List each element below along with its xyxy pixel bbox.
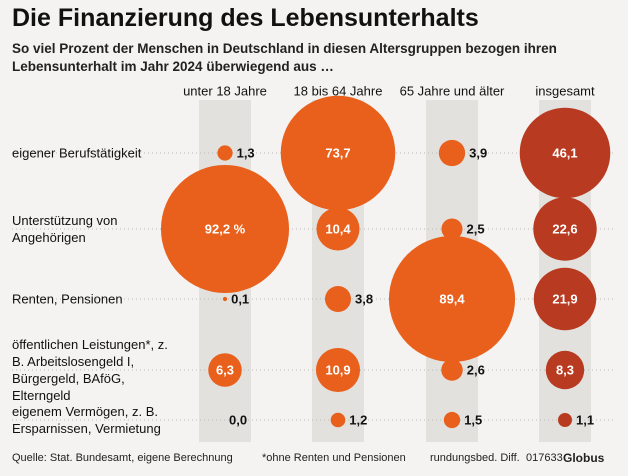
value-label: 3,8 <box>355 291 373 306</box>
row-label: öffentlichen Leistungen*, z. B. Arbeitsl… <box>12 337 168 403</box>
value-label: 1,3 <box>237 145 255 160</box>
value-label: 0,0 <box>229 412 247 427</box>
bubble <box>316 207 360 251</box>
value-label: 92,2 % <box>205 221 246 236</box>
chart-subtitle: So viel Prozent der Menschen in Deutschl… <box>12 41 557 74</box>
bubble <box>545 350 585 390</box>
value-label: 46,1 <box>552 145 577 160</box>
bubble <box>208 353 242 387</box>
column-header: 65 Jahre und älter <box>400 83 505 98</box>
value-label: 3,9 <box>469 145 487 160</box>
column-header: unter 18 Jahre <box>183 83 267 98</box>
bubble <box>330 412 346 428</box>
bubble <box>217 145 233 161</box>
footnote: *ohne Renten und Pensionen <box>262 452 406 464</box>
bubble <box>533 197 597 261</box>
column-header: 18 bis 64 Jahre <box>294 83 383 98</box>
bubble <box>388 235 516 363</box>
value-label: 1,1 <box>576 412 594 427</box>
column-header: insgesamt <box>535 83 595 98</box>
brand: Globus <box>563 451 605 465</box>
value-label: 2,5 <box>467 221 485 236</box>
bubble <box>441 218 463 240</box>
bubble <box>441 359 463 381</box>
value-label: 22,6 <box>552 221 577 236</box>
row-label: Renten, Pensionen <box>12 291 123 307</box>
chart-title: Die Finanzierung des Lebensunterhalts <box>12 4 479 32</box>
rounding-note: rundungsbed. Diff. <box>430 452 520 464</box>
value-label: 21,9 <box>552 291 577 306</box>
value-label: 73,7 <box>325 145 350 160</box>
value-label: 8,3 <box>556 362 574 377</box>
value-label: 0,1 <box>231 291 249 306</box>
bubble <box>222 296 228 302</box>
bubble <box>315 347 361 393</box>
value-label: 10,9 <box>325 362 350 377</box>
row-label: Unterstützung von Angehörigen <box>12 213 118 245</box>
code: 017633 <box>526 452 563 464</box>
value-label: 6,3 <box>216 362 234 377</box>
bubble <box>324 285 352 313</box>
bubble <box>519 107 611 199</box>
value-label: 2,6 <box>467 362 485 377</box>
bubble <box>443 411 461 429</box>
value-label: 1,5 <box>464 412 482 427</box>
source: Quelle: Stat. Bundesamt, eigene Berechnu… <box>12 452 233 464</box>
row-label: eigenem Vermögen, z. B. Ersparnissen, Ve… <box>12 404 161 436</box>
row-label: eigener Berufstätigkeit <box>12 145 142 161</box>
value-label: 1,2 <box>349 412 367 427</box>
bubble <box>160 164 290 294</box>
value-label: 89,4 <box>439 291 465 306</box>
bubble <box>280 95 396 211</box>
bubble <box>438 139 466 167</box>
value-label: 10,4 <box>325 221 351 236</box>
bubble <box>533 267 597 331</box>
bubble <box>558 413 572 427</box>
